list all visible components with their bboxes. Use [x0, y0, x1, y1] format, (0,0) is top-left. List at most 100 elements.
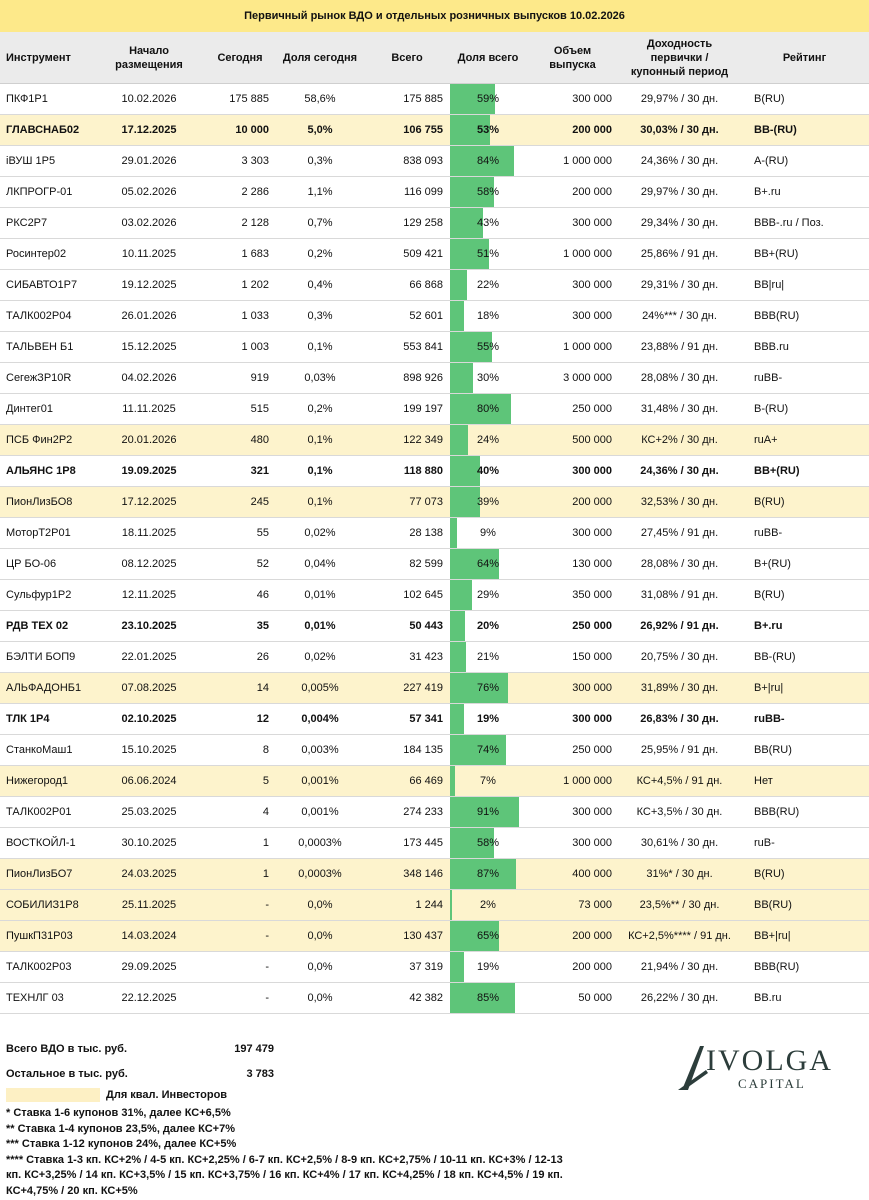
table-row: СОБИЛИЗ1Р8 25.11.2025-0,0% 1 244 2% 73 000 23…	[0, 889, 869, 921]
volume-cell: 300 000	[526, 796, 619, 828]
share-total-label: 58%	[476, 837, 500, 849]
start-date-cell: 23.10.2025	[94, 610, 204, 642]
bond-table: Инструмент Начало размещения Сегодня Дол…	[0, 32, 869, 1014]
rating-cell: BB-(RU)	[740, 114, 869, 146]
start-date-cell: 15.10.2025	[94, 734, 204, 766]
volume-cell: 200 000	[526, 920, 619, 952]
share-total-label: 20%	[476, 620, 500, 632]
volume-cell: 3 000 000	[526, 362, 619, 394]
today-cell: -	[204, 920, 276, 952]
start-date-cell: 18.11.2025	[94, 517, 204, 549]
total-cell: 66 469	[364, 765, 450, 797]
today-cell: 14	[204, 672, 276, 704]
volume-cell: 1 000 000	[526, 331, 619, 363]
yield-cell: 23,88% / 91 дн.	[619, 331, 740, 363]
start-date-cell: 04.02.2026	[94, 362, 204, 394]
today-cell: -	[204, 982, 276, 1014]
total-cell: 57 341	[364, 703, 450, 735]
logo-sub: CAPITAL	[738, 1076, 806, 1091]
share-total-label: 30%	[476, 372, 500, 384]
today-cell: 515	[204, 393, 276, 425]
total-cell: 116 099	[364, 176, 450, 208]
rating-cell: BB(RU)	[740, 734, 869, 766]
footnote: * Ставка 1-6 купонов 31%, далее КС+6,5%	[6, 1107, 231, 1119]
start-date-cell: 22.12.2025	[94, 982, 204, 1014]
start-date-cell: 25.11.2025	[94, 889, 204, 921]
total-cell: 173 445	[364, 827, 450, 859]
total-cell: 82 599	[364, 548, 450, 580]
today-cell: 4	[204, 796, 276, 828]
summary-label: Остальное в тыс. руб.	[6, 1068, 128, 1080]
table-header-row: Инструмент Начало размещения Сегодня Дол…	[0, 32, 869, 84]
share-today-cell: 0,04%	[276, 548, 364, 580]
share-total-cell: 18%	[450, 300, 526, 332]
share-today-cell: 0,0003%	[276, 827, 364, 859]
share-total-cell: 53%	[450, 114, 526, 146]
total-cell: 898 926	[364, 362, 450, 394]
volume-cell: 300 000	[526, 269, 619, 301]
share-total-cell: 21%	[450, 641, 526, 673]
today-cell: 8	[204, 734, 276, 766]
share-bar	[450, 177, 495, 207]
header-start-date: Начало размещения	[94, 32, 204, 84]
share-total-label: 76%	[476, 682, 500, 694]
today-cell: 3 303	[204, 145, 276, 177]
instrument-cell: ВОСТКОЙЛ-1	[0, 827, 94, 859]
share-bar	[450, 332, 492, 362]
share-today-cell: 0,3%	[276, 300, 364, 332]
table-row: іВУШ 1Р5 29.01.2026 3 303 0,3% 838 093 84% 1 0…	[0, 145, 869, 177]
rating-cell: B+(RU)	[740, 548, 869, 580]
share-total-cell: 58%	[450, 176, 526, 208]
share-total-cell: 55%	[450, 331, 526, 363]
today-cell: 1	[204, 858, 276, 890]
share-bar	[450, 611, 466, 641]
yield-cell: 24,36% / 30 дн.	[619, 145, 740, 177]
total-cell: 1 244	[364, 889, 450, 921]
total-cell: 184 135	[364, 734, 450, 766]
today-cell: 1 033	[204, 300, 276, 332]
volume-cell: 200 000	[526, 176, 619, 208]
share-today-cell: 0,02%	[276, 517, 364, 549]
table-row: ПионЛизБО7 24.03.2025 1 0,0003% 348 146 87% 40…	[0, 858, 869, 890]
today-cell: 10 000	[204, 114, 276, 146]
instrument-cell: СегежЗР10R	[0, 362, 94, 394]
total-cell: 130 437	[364, 920, 450, 952]
share-total-cell: 24%	[450, 424, 526, 456]
table-row: ЦР БО-06 08.12.2025 52 0,04% 82 599 64% 130 00…	[0, 548, 869, 580]
volume-cell: 200 000	[526, 114, 619, 146]
yield-cell: 31,08% / 91 дн.	[619, 579, 740, 611]
table-row: Нижегород1 06.06.2024 5 0,001% 66 469 7% 1 000…	[0, 765, 869, 797]
total-cell: 509 421	[364, 238, 450, 270]
footnote: **** Ставка 1-3 кп. КС+2% / 4-5 кп. КС+2…	[6, 1153, 563, 1197]
share-today-cell: 0,0%	[276, 889, 364, 921]
summary-label: Всего ВДО в тыс. руб.	[6, 1043, 128, 1055]
instrument-cell: ГЛАВСНАБ02	[0, 114, 94, 146]
instrument-cell: СтанкоМаш1	[0, 734, 94, 766]
today-cell: 175 885	[204, 83, 276, 115]
instrument-cell: ПионЛизБО8	[0, 486, 94, 518]
share-bar	[450, 828, 495, 858]
share-total-label: 51%	[476, 248, 500, 260]
total-cell: 199 197	[364, 393, 450, 425]
share-total-cell: 51%	[450, 238, 526, 270]
total-cell: 37 319	[364, 951, 450, 983]
share-today-cell: 0,01%	[276, 610, 364, 642]
today-cell: 321	[204, 455, 276, 487]
yield-cell: КС+3,5% / 30 дн.	[619, 796, 740, 828]
instrument-cell: ПСБ Фин2Р2	[0, 424, 94, 456]
volume-cell: 50 000	[526, 982, 619, 1014]
share-total-cell: 59%	[450, 83, 526, 115]
instrument-cell: МоторТ2Р01	[0, 517, 94, 549]
table-body: ПКФ1Р1 10.02.2026 175 885 58,6% 175 885 59% 30…	[0, 83, 869, 1014]
yield-cell: 23,5%** / 30 дн.	[619, 889, 740, 921]
table-row: ТАЛЬВЕН Б1 15.12.2025 1 003 0,1% 553 841 55% 1…	[0, 331, 869, 363]
yield-cell: 31,89% / 30 дн.	[619, 672, 740, 704]
rating-cell: ruBB-	[740, 362, 869, 394]
today-cell: 1 683	[204, 238, 276, 270]
share-total-label: 19%	[476, 713, 500, 725]
volume-cell: 500 000	[526, 424, 619, 456]
rating-cell: B(RU)	[740, 858, 869, 890]
share-total-cell: 84%	[450, 145, 526, 177]
total-cell: 838 093	[364, 145, 450, 177]
instrument-cell: Динтег01	[0, 393, 94, 425]
